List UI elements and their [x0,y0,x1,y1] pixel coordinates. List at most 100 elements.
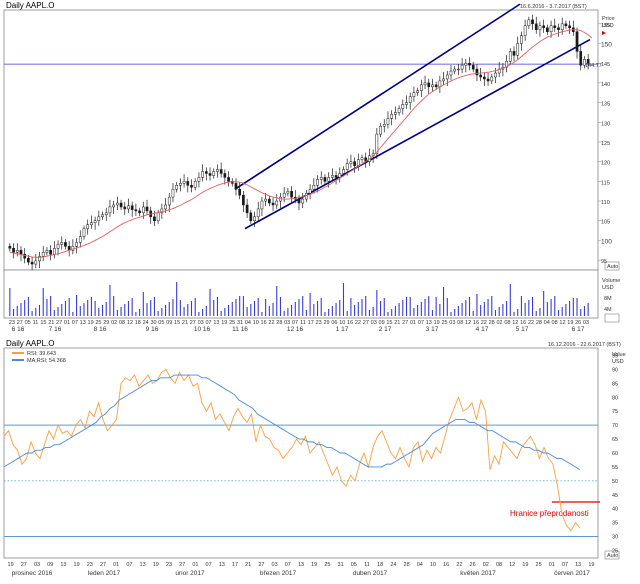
volume-tick-8m: 8M [604,296,612,302]
candle-body-99 [375,133,379,155]
price-x-day-tick-72: 26 [575,320,581,326]
price-x-day-tick-58: 12 [465,320,471,326]
candle-body-2 [15,250,19,253]
candle-body-119 [449,70,453,76]
candle-body-70 [267,198,271,204]
rsi-x-day-tick-29: 24 [390,562,396,568]
candle-body-142 [534,23,538,30]
volume-layer: 23 27 05 11 15 21 27 01 07 13 19 25 29 02 08 12 18 24 30 05… [9,282,589,333]
rsi-tick-80: 80 [612,395,618,401]
candle-body-87 [331,175,334,178]
candle-body-147 [553,25,557,29]
rsi-x-day-tick-32: 10 [430,562,436,568]
price-tick-140: 140 [601,82,610,88]
oversold-annotation-text: Hranice přeprodanosti [510,509,589,518]
price-scale-auto-button[interactable] [604,261,620,271]
candle-body-125 [471,64,475,70]
price-x-day-tick-44: 22 [355,320,361,326]
rsi-x-day-tick-16: 13 [219,562,225,568]
candle-body-127 [479,74,482,78]
price-x-day-tick-57: 08 [457,320,463,326]
candle-body-32 [127,205,130,210]
rsi-scale-auto-label: Auto [607,553,618,559]
price-x-day-tick-1: 27 [17,320,23,326]
rsi-x-day-tick-21: 07 [285,562,291,568]
price-tick-150: 150 [601,42,612,49]
candle-body-131 [494,72,497,78]
price-x-day-tick-22: 21 [182,320,188,326]
candle-body-145 [546,27,549,32]
rsi-tick-30: 30 [612,535,618,541]
candle-body-41 [160,208,164,214]
candle-body-59 [227,177,230,182]
rsi-tick-85: 85 [612,381,618,387]
rsi-x-day-tick-39: 19 [522,562,528,568]
rsi-line [3,368,581,532]
candle-body-82 [312,185,316,190]
candle-body-122 [460,64,464,70]
candle-body-53 [204,171,208,174]
candle-body-37 [145,206,149,212]
candle-body-94 [356,159,360,166]
candle-body-30 [119,202,123,208]
candle-body-102 [386,118,390,125]
candle-body-15 [64,242,67,247]
candle-body-9 [41,251,45,257]
rsi-scale-auto-button[interactable] [604,550,620,560]
candle-body-105 [397,108,401,113]
price-layer: 95 100 105 110 115 120 125 130 135 140 145 150 155 14… [4,3,612,271]
price-x-month-tick-3: 9 16 [146,326,159,333]
price-plot-frame [3,9,599,271]
rsi-x-day-tick-0: 19 [8,562,14,568]
price-x-day-tick-53: 13 [426,320,432,326]
candle-body-12 [52,248,56,255]
price-x-month-tick-1: 7 16 [49,326,62,333]
candle-body-118 [445,74,449,80]
candle-body-69 [264,198,267,202]
candle-body-129 [486,78,490,82]
rsi-x-day-tick-37: 08 [496,562,502,568]
candle-body-120 [453,68,457,72]
rsi-x-month-tick-2: únor 2017 [175,570,205,577]
candle-body-47 [182,181,186,184]
rsi-ma-line [3,374,581,471]
price-x-day-tick-0: 23 [9,320,15,326]
price-x-day-tick-29: 31 [237,320,243,326]
rsi-value-label: Value USD [612,352,626,365]
candle-body-155 [583,59,586,66]
price-x-day-tick-17: 24 [143,320,149,326]
candle-body-146 [549,25,553,32]
channel-upper-line [234,3,521,190]
candle-body-95 [360,157,364,160]
volume-scale-auto-button[interactable] [604,313,620,323]
candle-body-112 [423,82,427,86]
candle-body-123 [464,62,468,66]
rsi-x-day-tick-14: 01 [192,562,198,568]
price-marker-icon [602,31,606,35]
candle-body-121 [457,68,460,71]
candle-body-124 [468,62,471,66]
rsi-x-day-tick-2: 03 [34,562,40,568]
price-x-day-tick-43: 16 [347,320,353,326]
rsi-x-day-tick-15: 07 [206,562,212,568]
candle-body-50 [193,181,197,188]
price-tick-115: 115 [601,180,610,186]
candle-body-3 [19,250,23,255]
price-x-day-tick-48: 15 [386,320,392,326]
price-x-month-tick-6: 12 16 [287,326,304,333]
price-x-day-tick-63: 08 [504,320,510,326]
candle-body-86 [327,177,331,182]
price-x-day-tick-26: 13 [213,320,219,326]
candle-body-148 [557,27,560,30]
candle-body-90 [342,169,345,174]
volume-plot-frame [3,269,599,319]
price-x-day-tick-3: 11 [33,320,39,326]
candle-body-107 [405,102,408,105]
price-tick-110: 110 [601,200,610,206]
candle-body-10 [45,250,49,253]
candle-body-68 [260,200,264,210]
candle-body-56 [216,169,219,172]
price-x-day-tick-45: 27 [363,320,369,326]
rsi-tick-45: 45 [612,493,618,499]
